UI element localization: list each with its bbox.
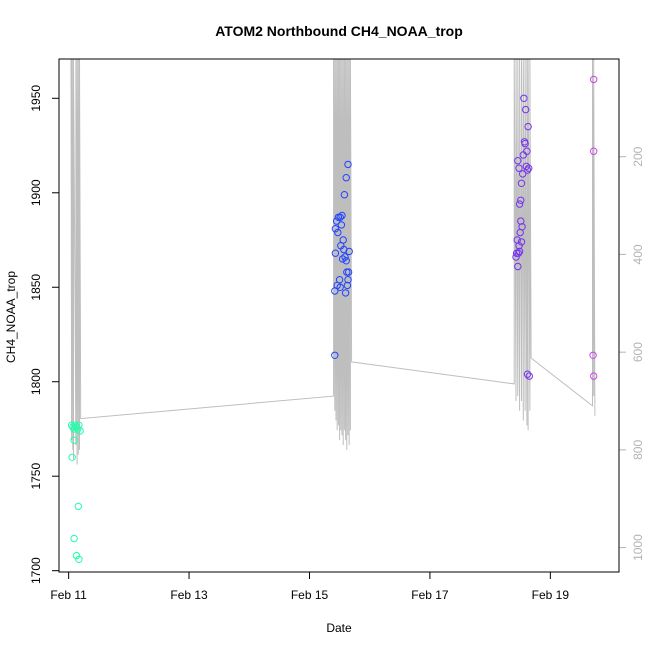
plot-frame — [58, 58, 620, 573]
data-point — [337, 221, 346, 229]
data-point — [515, 247, 524, 256]
data-point — [70, 534, 78, 543]
right-axis-tick-label: 400 — [631, 244, 645, 264]
data-point — [338, 255, 347, 263]
data-point — [331, 225, 340, 233]
data-point — [343, 281, 352, 290]
x-tick-label: Feb 15 — [291, 588, 329, 602]
right-axis-tick-label: 800 — [631, 440, 645, 460]
data-point — [517, 196, 525, 205]
data-point — [517, 179, 526, 188]
data-point — [70, 436, 78, 444]
data-point — [341, 253, 349, 261]
y-tick-label: 1800 — [29, 368, 43, 395]
data-point — [525, 164, 533, 172]
data-point — [75, 421, 83, 429]
data-point — [520, 94, 528, 103]
right-axis-tick-label: 600 — [631, 342, 645, 362]
data-point — [521, 139, 529, 148]
data-point — [74, 425, 82, 433]
data-point — [338, 211, 346, 220]
data-point — [339, 236, 347, 244]
data-point — [519, 170, 527, 178]
x-tick-label: Feb 17 — [411, 588, 449, 602]
data-points — [67, 75, 598, 563]
data-point — [514, 157, 522, 165]
data-point — [342, 257, 350, 265]
right-axis-tick-label: 1000 — [631, 534, 645, 561]
y-axis-label: CH4_NOAA_trop — [4, 271, 18, 363]
altitude-series — [70, 59, 596, 465]
x-tick-label: Feb 11 — [50, 588, 87, 602]
data-point — [331, 351, 339, 359]
data-point — [342, 174, 350, 182]
chart-title: ATOM2 Northbound CH4_NOAA_trop — [215, 23, 463, 39]
data-point — [512, 253, 520, 261]
data-point — [589, 351, 597, 359]
data-point — [334, 228, 342, 237]
data-point — [515, 242, 523, 250]
data-point — [76, 427, 84, 435]
x-tick-label: Feb 19 — [532, 588, 570, 602]
data-point — [344, 160, 352, 169]
data-point — [523, 370, 532, 378]
data-point — [523, 166, 532, 174]
y-tick-label: 1850 — [29, 274, 43, 301]
data-point — [522, 105, 530, 114]
data-point — [74, 502, 83, 511]
y-tick-label: 1700 — [29, 557, 43, 584]
data-point — [341, 289, 350, 297]
data-point — [518, 223, 526, 231]
y-tick-label: 1750 — [29, 463, 43, 490]
altitude-line — [70, 59, 596, 465]
right-axis-tick-label: 200 — [631, 146, 645, 166]
data-point — [340, 191, 349, 199]
y-tick-label: 1900 — [29, 179, 43, 206]
data-point — [525, 372, 533, 380]
data-point — [522, 162, 530, 171]
data-point — [344, 268, 353, 276]
data-point — [524, 122, 532, 131]
data-point — [590, 147, 598, 155]
y-tick-label: 1950 — [29, 85, 43, 112]
data-point — [75, 555, 83, 563]
data-point — [72, 551, 81, 560]
x-axis-label: Date — [326, 621, 352, 635]
data-point — [336, 283, 344, 291]
data-point — [590, 372, 598, 380]
data-point — [68, 453, 76, 461]
data-point — [336, 213, 344, 222]
x-tick-label: Feb 13 — [170, 588, 208, 602]
data-point — [514, 262, 522, 271]
data-point — [335, 276, 344, 284]
data-point — [523, 147, 531, 155]
data-point — [514, 249, 523, 257]
data-point — [67, 421, 76, 429]
data-point — [331, 249, 340, 257]
data-point — [515, 164, 523, 172]
data-point — [345, 247, 353, 256]
data-point — [517, 238, 526, 246]
data-point — [344, 276, 352, 284]
data-point — [515, 200, 524, 208]
data-point — [590, 75, 598, 84]
data-point — [71, 421, 80, 429]
